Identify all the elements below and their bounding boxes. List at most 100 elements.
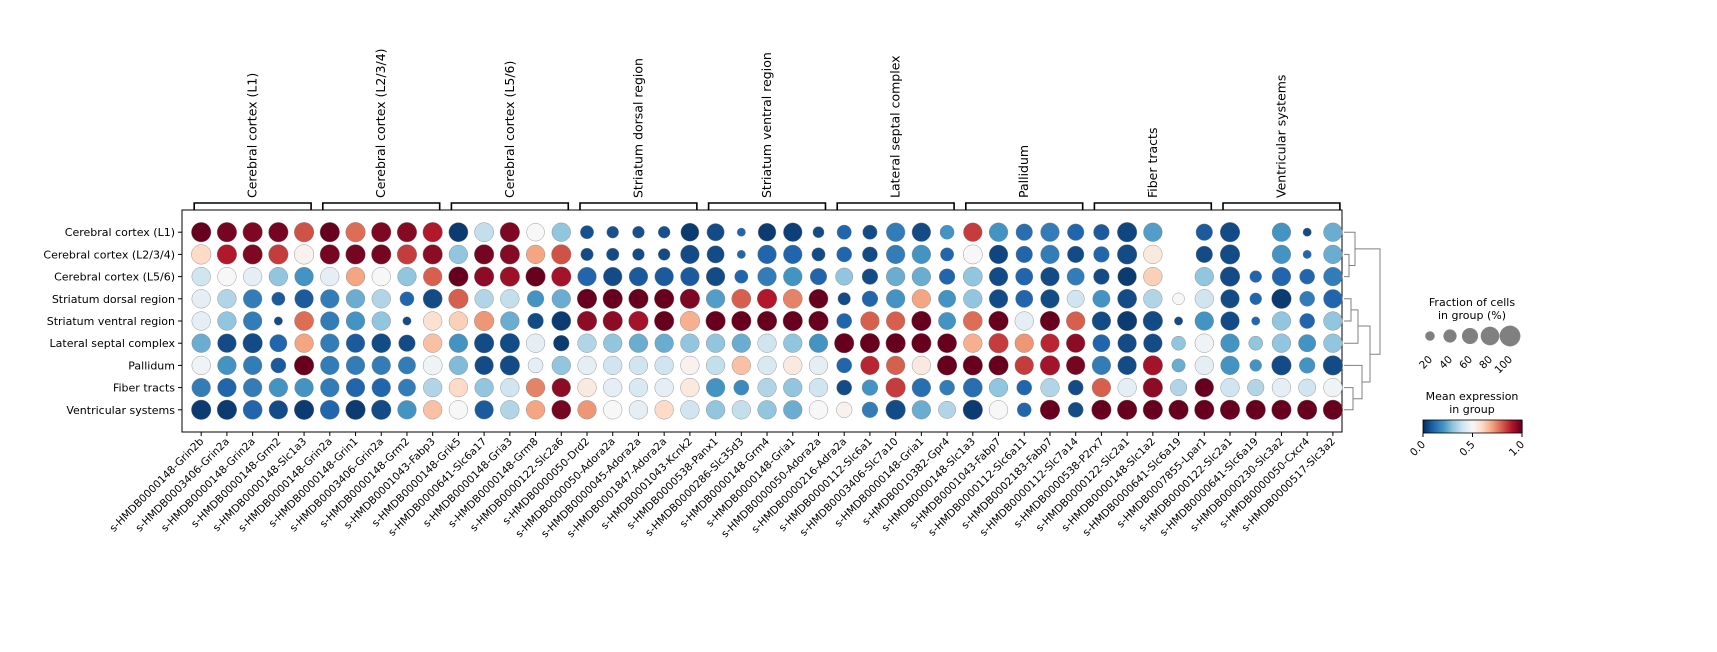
dot [1093,224,1110,241]
dot [551,311,572,331]
dot [939,224,955,240]
dot [1271,311,1291,331]
dot [397,267,417,287]
dot [243,378,263,398]
dot [988,244,1009,264]
dot [988,355,1009,376]
dot [1271,288,1292,309]
dot [1015,245,1033,263]
dot [1143,333,1163,353]
dot [811,247,826,262]
dot [243,267,263,287]
dot [1322,399,1343,420]
colorbar-segment [1490,420,1493,433]
dot [1142,377,1163,398]
dot [371,399,392,420]
dot [1248,335,1263,351]
group-bracket [450,202,570,210]
dot [1220,289,1240,309]
dot [1195,245,1213,263]
dot [783,400,803,420]
dot [191,378,211,398]
dot [1297,399,1318,420]
dot [294,244,315,265]
dot [731,333,751,353]
dot [243,355,263,375]
dot [859,333,880,354]
dot [217,311,237,331]
dot [1220,266,1240,287]
dot [1323,267,1343,287]
dot [1117,378,1137,398]
colorbar-tick-label: 0.0 [1408,439,1428,459]
dot [757,355,777,375]
dot [1302,227,1312,237]
dot [216,222,237,243]
dot [885,377,906,398]
dot [242,400,263,420]
colorbar-segment [1492,420,1495,433]
colorbar-segment [1498,420,1502,433]
colorbar-segment [1477,420,1480,433]
dot [963,311,983,331]
dot [783,333,803,353]
colorbar-segment [1427,420,1431,433]
dot [658,248,671,261]
dot [1171,358,1186,373]
dot [268,222,289,243]
dot [243,289,263,309]
group-bracket [1222,202,1341,210]
dot [808,289,829,309]
dot [733,379,750,396]
dot [862,246,878,263]
dot [603,267,623,287]
dot [963,377,983,398]
dot [242,222,263,243]
dot [783,267,803,287]
dot [448,288,469,309]
dot [1014,311,1034,331]
dot [1091,355,1111,375]
dot [757,267,777,287]
dot [1066,267,1085,286]
dot [963,244,983,265]
dot [1067,379,1084,396]
dot [911,222,931,242]
dot [783,222,803,242]
dot [294,399,315,420]
row-label: Fiber tracts [113,382,175,395]
group-label: Ventricular systems [1273,75,1288,198]
dot [500,378,520,398]
dot [911,311,932,331]
group-bracket [836,202,955,210]
dot [551,244,572,265]
dot [499,333,520,354]
dot [1040,267,1060,287]
colorbar-segment [1452,420,1455,433]
dot [628,400,648,420]
dot [1015,289,1034,308]
dot [1091,399,1112,420]
colorbar-segment [1493,420,1497,433]
group-label: Lateral septal complex [888,55,903,198]
dot [938,289,956,308]
dot [812,226,825,238]
dot [422,289,443,309]
dot [1271,399,1292,420]
dot [1143,244,1163,264]
dot [217,333,237,353]
dot [500,289,520,309]
colorbar-segment [1454,420,1457,433]
dot [962,399,983,420]
dot [398,378,416,397]
dot [1194,267,1214,287]
color-legend-title: in group [1449,403,1494,416]
row-label: Ventricular systems [66,404,175,417]
dot [217,378,237,398]
dot [423,378,443,398]
dot [423,333,443,353]
dot [731,400,751,420]
colorbar-segment [1518,420,1521,433]
dot [706,333,726,353]
